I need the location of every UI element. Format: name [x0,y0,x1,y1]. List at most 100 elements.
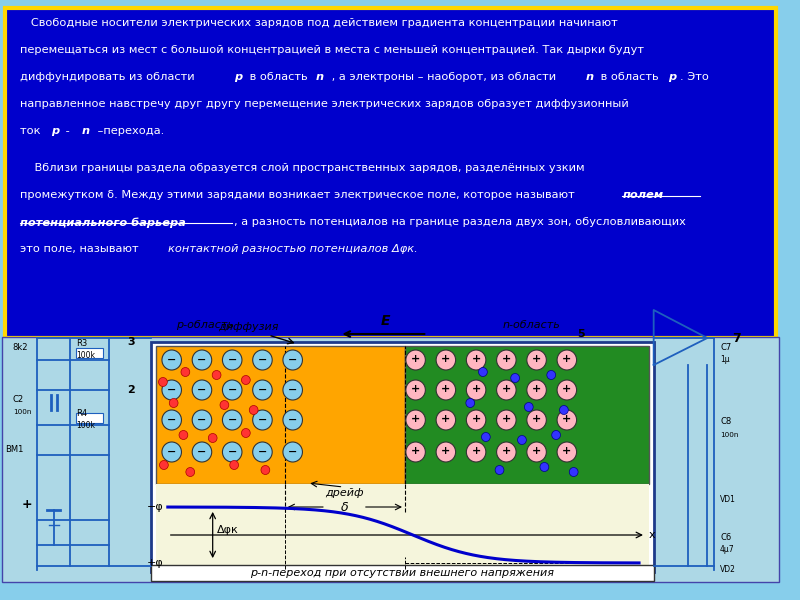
Circle shape [497,380,516,400]
Circle shape [253,442,272,462]
Circle shape [162,380,182,400]
Text: +: + [532,385,542,395]
Text: p-область: p-область [176,320,234,330]
Circle shape [283,380,302,400]
Text: x: x [649,530,655,540]
Text: 100k: 100k [76,421,95,431]
Text: 3: 3 [127,337,134,347]
Bar [405,346,649,484]
Circle shape [497,442,516,462]
Text: p: p [668,72,677,82]
Circle shape [208,433,217,443]
Text: VD2: VD2 [720,565,736,575]
Circle shape [436,380,456,400]
Text: p-n-переход при отсутствии внешнего напряжения: p-n-переход при отсутствии внешнего напр… [250,568,554,578]
Circle shape [162,442,182,462]
Text: −: − [227,415,237,425]
Circle shape [552,431,561,439]
Text: 100k: 100k [76,352,95,361]
Circle shape [557,350,577,370]
Circle shape [466,442,486,462]
Text: +: + [411,446,420,457]
Circle shape [192,380,212,400]
Circle shape [186,467,194,476]
FancyBboxPatch shape [151,565,654,581]
Text: p: p [50,126,59,136]
Circle shape [230,461,238,469]
Circle shape [495,466,504,475]
Text: R4: R4 [76,409,87,419]
Text: n: n [586,72,594,82]
Circle shape [158,377,167,386]
Text: 5: 5 [578,329,585,339]
Text: +φ: +φ [147,558,164,568]
FancyBboxPatch shape [2,337,778,582]
Text: −: − [258,446,267,457]
Circle shape [242,428,250,437]
Text: промежутком δ. Между этими зарядами возникает электрическое поле, которое называ: промежутком δ. Между этими зарядами возн… [19,190,578,200]
Text: , а электроны – наоборот, из области: , а электроны – наоборот, из области [328,72,559,82]
Text: 8k2: 8k2 [13,343,28,352]
Text: +: + [442,385,450,395]
Circle shape [192,350,212,370]
Text: C6: C6 [720,533,731,542]
Bar [76,348,103,358]
Text: −: − [227,385,237,395]
Circle shape [159,461,168,469]
Circle shape [242,376,250,385]
Circle shape [283,410,302,430]
Circle shape [253,410,272,430]
Text: потенциального барьера: потенциального барьера [19,217,186,227]
Text: −: − [288,355,298,365]
Text: Вблизи границы раздела образуется слой пространственных зарядов, разделённых узк: Вблизи границы раздела образуется слой п… [19,163,584,173]
Text: +: + [471,415,481,425]
Circle shape [436,410,456,430]
Circle shape [162,350,182,370]
Circle shape [466,410,486,430]
Circle shape [406,350,426,370]
Text: −: − [227,355,237,365]
Text: VD1: VD1 [720,496,736,505]
Text: −: − [198,355,206,365]
Circle shape [436,442,456,462]
FancyBboxPatch shape [151,342,654,572]
Circle shape [222,442,242,462]
Circle shape [181,367,190,377]
Text: +: + [502,415,511,425]
Circle shape [261,466,270,475]
Circle shape [222,380,242,400]
Text: +: + [562,446,571,457]
Text: . Это: . Это [680,72,709,82]
Text: −: − [258,415,267,425]
Text: −: − [198,415,206,425]
Text: n: n [82,126,90,136]
Circle shape [466,380,486,400]
Text: +: + [411,385,420,395]
Circle shape [510,373,519,383]
Text: +: + [532,446,542,457]
Text: +: + [442,415,450,425]
Text: C2: C2 [13,395,24,404]
Text: перемещаться из мест с большой концентрацией в места с меньшей концентрацией. Та: перемещаться из мест с большой концентра… [19,45,643,55]
Text: +: + [471,355,481,365]
Text: +: + [562,355,571,365]
Circle shape [250,406,258,415]
Bar [76,413,103,423]
Circle shape [478,367,487,377]
Text: −: − [258,385,267,395]
Text: +: + [442,355,450,365]
Circle shape [557,442,577,462]
Text: +: + [442,446,450,457]
Circle shape [162,410,182,430]
Text: 4μ7: 4μ7 [720,545,734,554]
Text: дрейф: дрейф [325,488,364,498]
Circle shape [283,442,302,462]
Circle shape [527,380,546,400]
Circle shape [466,350,486,370]
Text: +: + [411,415,420,425]
Bar [156,484,649,569]
Text: −: − [288,415,298,425]
Circle shape [547,370,556,379]
Text: −: − [227,446,237,457]
Circle shape [518,436,526,445]
